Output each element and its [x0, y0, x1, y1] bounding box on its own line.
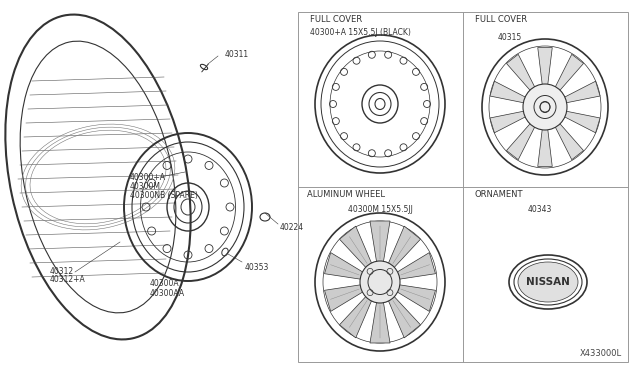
Bar — [298, 12, 628, 362]
Text: 40300NB (SPARE): 40300NB (SPARE) — [130, 190, 198, 199]
Text: FULL COVER: FULL COVER — [475, 15, 527, 23]
Polygon shape — [324, 284, 366, 311]
Polygon shape — [506, 121, 536, 160]
Polygon shape — [387, 294, 420, 338]
Polygon shape — [561, 110, 600, 133]
Text: 40300M: 40300M — [130, 182, 161, 190]
Text: 40353: 40353 — [245, 263, 269, 272]
Ellipse shape — [518, 262, 578, 302]
Text: 40312+A: 40312+A — [50, 276, 86, 285]
Text: 40300+A: 40300+A — [130, 173, 166, 182]
Polygon shape — [387, 226, 420, 270]
Polygon shape — [554, 121, 584, 160]
Polygon shape — [554, 54, 584, 93]
Polygon shape — [538, 48, 552, 88]
Ellipse shape — [523, 84, 567, 130]
Text: 40312: 40312 — [50, 267, 74, 276]
Polygon shape — [561, 81, 600, 103]
Text: 40300+A 15X5.5J (BLACK): 40300+A 15X5.5J (BLACK) — [310, 28, 411, 36]
Polygon shape — [339, 226, 373, 270]
Text: ALUMINUM WHEEL: ALUMINUM WHEEL — [307, 189, 385, 199]
Ellipse shape — [360, 261, 400, 303]
Text: 40311: 40311 — [225, 49, 249, 58]
Polygon shape — [394, 284, 435, 311]
Polygon shape — [490, 110, 529, 133]
Polygon shape — [538, 126, 552, 167]
Text: FULL COVER: FULL COVER — [310, 15, 362, 23]
Polygon shape — [394, 253, 435, 280]
Text: 40315: 40315 — [498, 32, 522, 42]
Polygon shape — [490, 81, 529, 103]
Text: X433000L: X433000L — [580, 350, 622, 359]
Polygon shape — [370, 299, 390, 343]
Text: 40300A: 40300A — [150, 279, 180, 289]
Text: 40300M 15X5.5JJ: 40300M 15X5.5JJ — [348, 205, 412, 214]
Polygon shape — [370, 221, 390, 265]
Text: 40343: 40343 — [528, 205, 552, 214]
Polygon shape — [506, 54, 536, 93]
Polygon shape — [339, 294, 373, 338]
Text: 40300AA: 40300AA — [150, 289, 185, 298]
Text: NISSAN: NISSAN — [526, 277, 570, 287]
Text: 40224: 40224 — [280, 222, 304, 231]
Polygon shape — [324, 253, 366, 280]
Text: ORNAMENT: ORNAMENT — [475, 189, 524, 199]
